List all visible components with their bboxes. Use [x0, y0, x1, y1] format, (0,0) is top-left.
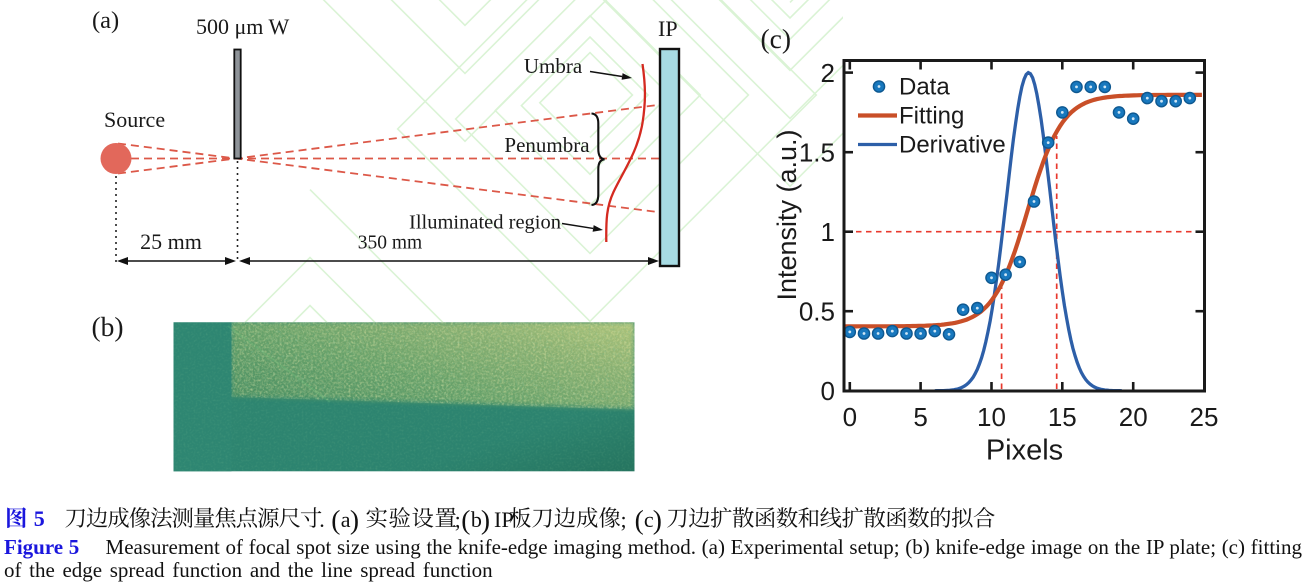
svg-text:;: ; — [621, 507, 627, 532]
svg-text:15: 15 — [1048, 402, 1077, 432]
svg-text:Penumbra: Penumbra — [504, 133, 590, 157]
svg-text:Data: Data — [899, 74, 950, 101]
svg-text:a: a — [341, 507, 351, 532]
svg-text:10: 10 — [977, 402, 1006, 432]
svg-text:350 mm: 350 mm — [358, 233, 422, 254]
svg-text:IP: IP — [494, 507, 514, 532]
svg-text:IP: IP — [658, 16, 678, 41]
svg-text:(b): (b) — [92, 311, 124, 342]
svg-text:0.5: 0.5 — [799, 297, 835, 327]
svg-text:Fitting: Fitting — [899, 103, 964, 130]
svg-text:): ) — [350, 504, 359, 535]
svg-text:25 mm: 25 mm — [140, 229, 202, 254]
svg-text:Source: Source — [104, 107, 165, 132]
svg-text:.: . — [319, 507, 325, 532]
svg-text:Intensity (a.u.): Intensity (a.u.) — [772, 129, 802, 300]
svg-text:5: 5 — [913, 402, 927, 432]
svg-text:Derivative: Derivative — [899, 132, 1006, 159]
svg-text:0: 0 — [843, 402, 857, 432]
svg-text:(: ( — [331, 504, 340, 535]
svg-text:20: 20 — [1119, 402, 1148, 432]
svg-text:c: c — [644, 507, 654, 532]
svg-text:Umbra: Umbra — [524, 54, 583, 78]
svg-text:;: ; — [455, 507, 461, 532]
svg-text:): ) — [481, 504, 490, 535]
svg-text:(a): (a) — [92, 7, 119, 34]
svg-text:(: ( — [461, 504, 470, 535]
svg-text:(c): (c) — [761, 23, 792, 54]
svg-text:Illuminated region: Illuminated region — [409, 212, 561, 234]
svg-text:1.5: 1.5 — [799, 138, 835, 168]
svg-text:Pixels: Pixels — [986, 435, 1063, 467]
svg-text:500 μm W: 500 μm W — [196, 14, 290, 39]
svg-text:5: 5 — [34, 506, 45, 531]
svg-text:2: 2 — [821, 58, 835, 88]
svg-text:0: 0 — [821, 376, 835, 406]
svg-text:b: b — [471, 507, 482, 532]
svg-text:(: ( — [635, 504, 644, 535]
svg-text:): ) — [653, 504, 662, 535]
svg-text:25: 25 — [1190, 402, 1219, 432]
svg-text:1: 1 — [821, 217, 835, 247]
